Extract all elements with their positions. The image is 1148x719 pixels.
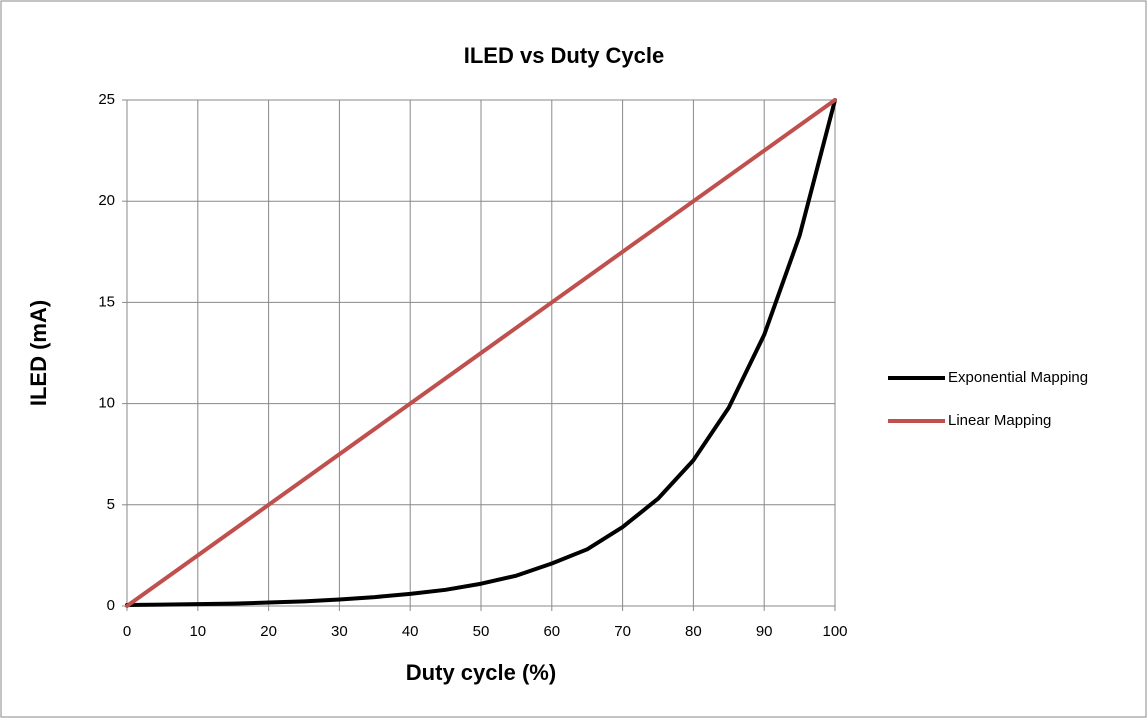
y-tick-label: 20	[98, 192, 115, 209]
y-tick-label: 25	[98, 91, 115, 108]
y-tick-label: 10	[98, 395, 115, 412]
x-tick-label: 90	[756, 623, 773, 640]
data-line	[125, 98, 837, 608]
x-tick-label: 80	[685, 623, 702, 640]
y-tick-label: 0	[107, 597, 115, 614]
x-tick-label: 0	[123, 623, 131, 640]
x-tick-label: 60	[543, 623, 560, 640]
legend-label: Linear Mapping	[948, 412, 1051, 429]
x-tick-label: 50	[473, 623, 490, 640]
x-tick-label: 10	[189, 623, 206, 640]
x-tick-label: 40	[402, 623, 419, 640]
y-tick-label: 15	[98, 293, 115, 310]
y-axis-title: ILED (mA)	[26, 300, 51, 406]
x-tick-label: 70	[614, 623, 631, 640]
chart-title: ILED vs Duty Cycle	[464, 43, 665, 68]
x-tick-label: 30	[331, 623, 348, 640]
x-axis-title: Duty cycle (%)	[406, 660, 556, 685]
x-tick-label: 100	[822, 623, 847, 640]
legend-label: Exponential Mapping	[948, 369, 1088, 386]
x-tick-label: 20	[260, 623, 277, 640]
y-tick-label: 5	[107, 496, 115, 513]
data-line	[125, 98, 837, 607]
